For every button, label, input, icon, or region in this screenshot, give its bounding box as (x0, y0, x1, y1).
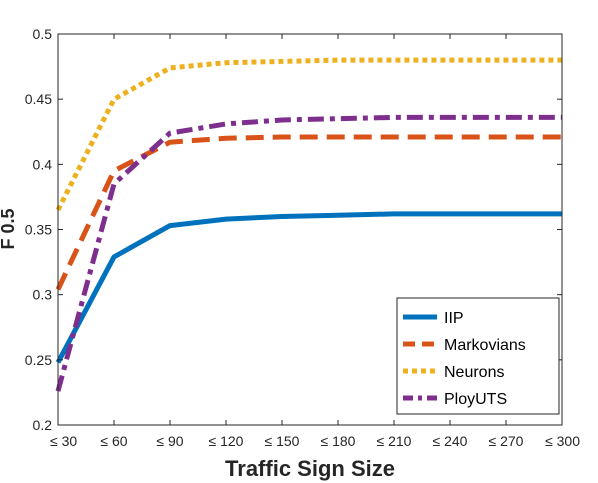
legend: IIP Markovians Neurons PloyUTS (396, 297, 560, 415)
x-tick-label: ≤ 180 (321, 433, 356, 449)
y-axis-title: F 0.5 (0, 208, 18, 249)
y-tick-label: 0.3 (33, 287, 53, 303)
legend-label-markovians: Markovians (444, 337, 526, 354)
series-line-iip (55, 211, 562, 364)
y-tick-label: 0.45 (25, 91, 52, 107)
x-tick-label: ≤ 30 (50, 433, 77, 449)
y-tick-label: 0.35 (25, 222, 52, 238)
series-line-neurons (55, 57, 562, 212)
series-layer (55, 57, 563, 392)
x-tick-label: ≤ 240 (433, 433, 468, 449)
x-tick-label: ≤ 120 (209, 433, 244, 449)
legend-label-ployuts: PloyUTS (444, 391, 507, 408)
y-tick-label: 0.4 (33, 156, 53, 172)
x-tick-label: ≤ 210 (377, 433, 412, 449)
tick-layer: 0.2 0.25 0.3 0.35 0.4 0.45 0.5 ≤ 30 ≤ 60 ≤ 90 ≤ 12… (25, 26, 580, 449)
series-line-ployuts (55, 114, 562, 392)
x-tick-label: ≤ 60 (100, 433, 127, 449)
y-tick-label: 0.5 (33, 26, 53, 42)
x-tick-label: ≤ 90 (156, 433, 183, 449)
legend-label-iip: IIP (444, 310, 464, 327)
x-tick-label: ≤ 150 (265, 433, 300, 449)
x-axis-title: Traffic Sign Size (225, 456, 395, 481)
x-tick-label: ≤ 270 (489, 433, 524, 449)
y-tick-label: 0.2 (33, 417, 53, 433)
y-tick-label: 0.25 (25, 352, 52, 368)
legend-label-neurons: Neurons (444, 364, 504, 381)
x-tick-label: ≤ 300 (545, 433, 580, 449)
